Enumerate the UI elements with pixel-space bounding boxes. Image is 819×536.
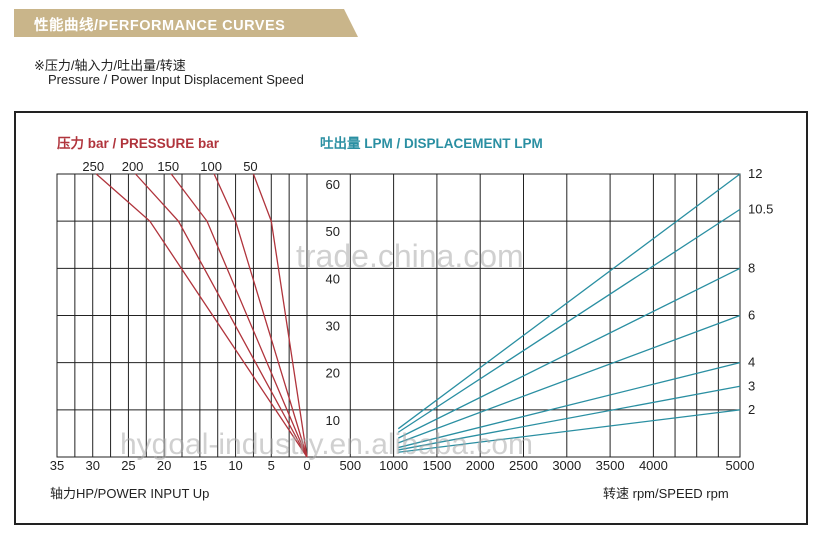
pressure-line bbox=[135, 173, 308, 458]
displacement-series-label: 2 bbox=[748, 402, 755, 417]
displacement-series-label: 4 bbox=[748, 355, 755, 370]
speed-tick-label: 1000 bbox=[379, 458, 408, 473]
power-tick-label: 35 bbox=[50, 458, 64, 473]
power-tick-label: 10 bbox=[228, 458, 242, 473]
speed-tick-label: 5000 bbox=[726, 458, 755, 473]
power-tick-label: 25 bbox=[121, 458, 135, 473]
displacement-series-label: 8 bbox=[748, 260, 755, 275]
pressure-series-label: 50 bbox=[243, 159, 257, 174]
speed-tick-label: 500 bbox=[339, 458, 361, 473]
power-tick-label: 30 bbox=[85, 458, 99, 473]
flow-tick-label: 60 bbox=[326, 177, 340, 192]
pressure-series-label: 150 bbox=[157, 159, 179, 174]
chart-frame bbox=[14, 111, 808, 525]
displacement-line bbox=[397, 208, 741, 433]
displacement-series-label: 12 bbox=[748, 166, 762, 181]
displacement-line bbox=[398, 314, 741, 444]
displacement-line bbox=[398, 362, 741, 449]
displacement-title: 吐出量 LPM / DISPLACEMENT LPM bbox=[320, 135, 543, 151]
pressure-series-label: 200 bbox=[122, 159, 144, 174]
pressure-line bbox=[213, 173, 308, 458]
pressure-line bbox=[170, 173, 308, 458]
power-tick-label: 5 bbox=[268, 458, 275, 473]
banner-shape bbox=[14, 9, 358, 37]
pressure-series-label: 250 bbox=[82, 159, 104, 174]
flow-tick-label: 50 bbox=[326, 224, 340, 239]
power-tick-label: 0 bbox=[303, 458, 310, 473]
displacement-series-label: 3 bbox=[748, 378, 755, 393]
speed-tick-label: 3500 bbox=[596, 458, 625, 473]
speed-tick-label: 1500 bbox=[422, 458, 451, 473]
displacement-series-label: 10.5 bbox=[748, 201, 773, 216]
pressure-series-label: 100 bbox=[200, 159, 222, 174]
speed-tick-label: 2500 bbox=[509, 458, 538, 473]
power-axis-label: 轴力HP/POWER INPUT Up bbox=[50, 486, 209, 501]
flow-tick-label: 40 bbox=[326, 271, 340, 286]
flow-tick-label: 20 bbox=[326, 366, 340, 381]
speed-tick-label: 2000 bbox=[466, 458, 495, 473]
speed-tick-label: 4000 bbox=[639, 458, 668, 473]
displacement-line bbox=[398, 409, 741, 453]
displacement-line bbox=[397, 173, 741, 430]
subtitle-cn: ※压力/轴入力/吐出量/转速 bbox=[34, 58, 186, 73]
flow-tick-label: 30 bbox=[326, 319, 340, 334]
subtitle-en: Pressure / Power Input Displacement Spee… bbox=[48, 72, 304, 87]
displacement-line bbox=[398, 267, 741, 439]
pressure-line bbox=[252, 173, 308, 458]
flow-tick-label: 10 bbox=[326, 413, 340, 428]
pressure-line bbox=[95, 173, 308, 458]
speed-axis-label: 转速 rpm/SPEED rpm bbox=[603, 486, 729, 501]
displacement-line bbox=[398, 385, 741, 451]
banner-title: 性能曲线/PERFORMANCE CURVES bbox=[34, 18, 286, 34]
power-tick-label: 20 bbox=[157, 458, 171, 473]
speed-tick-label: 3000 bbox=[552, 458, 581, 473]
section-banner bbox=[14, 9, 358, 37]
power-tick-label: 15 bbox=[193, 458, 207, 473]
pressure-title: 压力 bar / PRESSURE bar bbox=[57, 135, 220, 151]
displacement-series-label: 6 bbox=[748, 308, 755, 323]
